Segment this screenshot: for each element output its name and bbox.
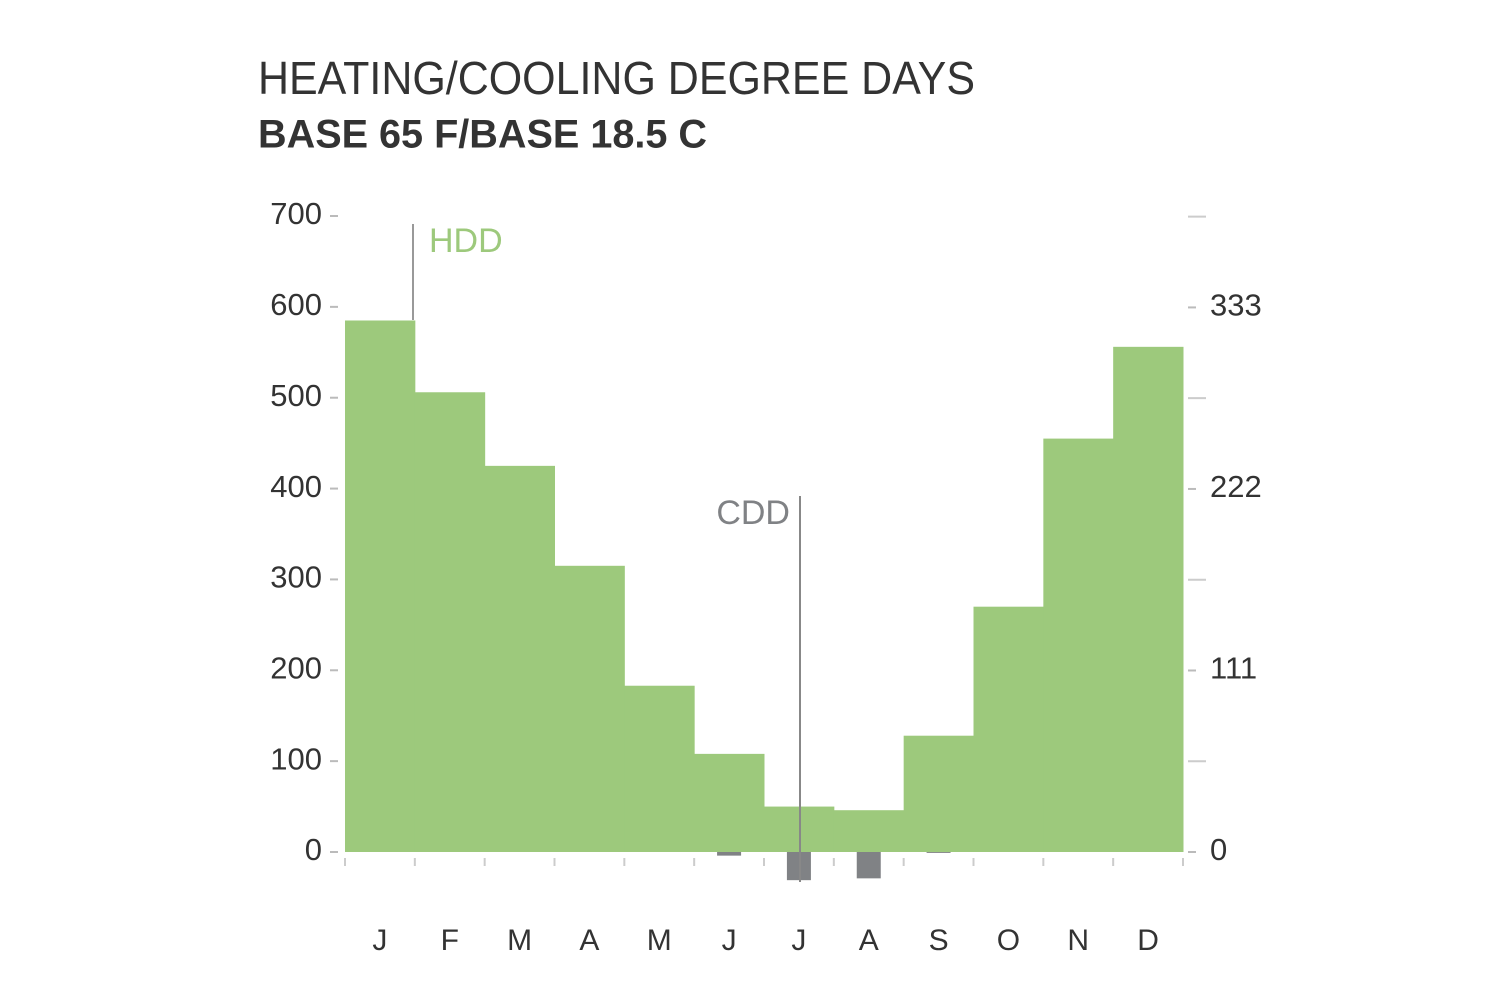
x-tick-label: M [647,924,672,957]
y-tick-label: 700 [270,196,322,231]
hdd-bar [833,810,905,852]
y-tick-label: 300 [270,560,322,595]
y-tick-label: 500 [270,378,322,413]
x-tick-label: J [722,924,737,957]
hdd-bar [345,320,416,852]
x-tick-label: A [579,924,599,957]
hdd-bar [973,606,1044,852]
x-tick-label: J [791,924,806,957]
y-tick-label: 600 [270,287,322,322]
y-tick-label: 400 [270,469,322,504]
cdd-bar [717,852,742,856]
x-tick-label: O [997,924,1020,957]
cdd-bar [786,852,811,881]
hdd-label: HDD [429,222,503,260]
hdd-bar [1043,438,1114,852]
y2-tick-label: 222 [1210,469,1262,504]
y2-tick-label: 333 [1210,288,1262,323]
cdd-bar [856,852,881,879]
hdd-bar [624,685,695,852]
cdd-bar [926,852,951,853]
y2-tick-label: 111 [1210,651,1257,686]
hdd-bar [554,565,625,852]
hdd-bar [484,465,555,852]
hdd-bar [694,753,765,852]
y-tick-label: 200 [270,650,322,685]
y2-tick-label: 0 [1210,832,1227,867]
x-tick-label: J [372,924,387,957]
y-tick-label: 100 [270,741,322,776]
x-tick-label: N [1067,924,1089,957]
chart-title: HEATING/COOLING DEGREE DAYS [258,52,975,104]
y-tick-label: 0 [305,832,322,867]
x-tick-label: S [929,924,949,957]
hdd-bar [414,392,486,852]
x-tick-label: A [859,924,879,957]
x-tick-label: F [441,924,459,957]
x-tick-label: M [507,924,532,957]
cdd-label: CDD [716,494,790,532]
x-tick-label: D [1137,924,1159,957]
chart-subtitle: BASE 65 F/BASE 18.5 C [258,113,707,157]
hdd-bar [1113,346,1184,852]
hdd-bar [903,735,974,852]
